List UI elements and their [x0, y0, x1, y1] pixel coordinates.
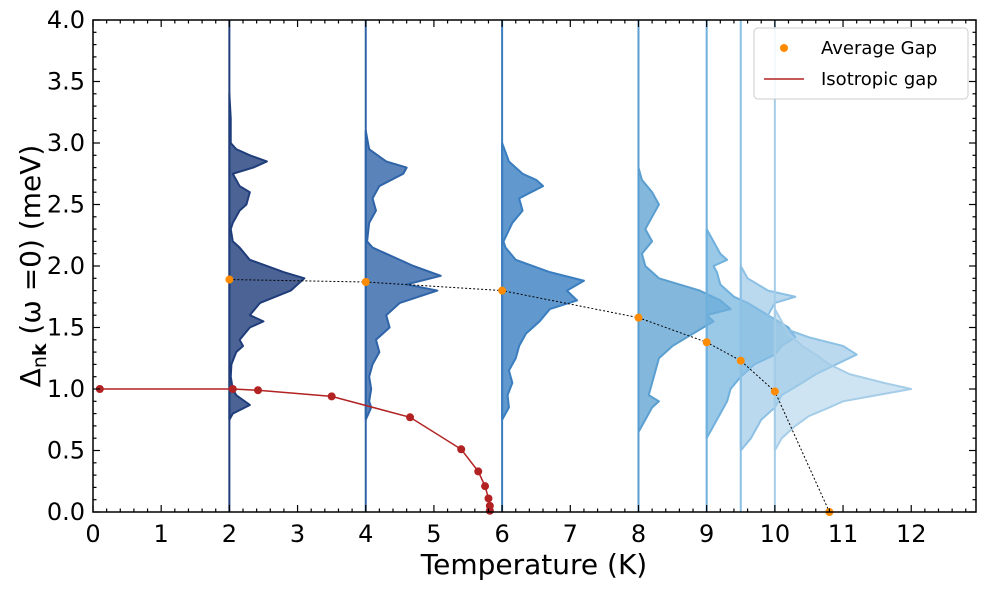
isotropic-gap-point [481, 482, 490, 491]
x-tick-label: 1 [154, 520, 169, 548]
average-gap-point [770, 387, 779, 396]
x-tick-label: 3 [290, 520, 305, 548]
isotropic-gap-point [484, 494, 493, 503]
y-tick-label: 1.0 [47, 375, 85, 403]
average-gap-point [225, 275, 234, 284]
legend: Average Gap Isotropic gap [753, 27, 969, 100]
x-tick-label: 0 [85, 520, 100, 548]
isotropic-gap-point [474, 467, 483, 476]
x-tick-label: 2 [222, 520, 237, 548]
isotropic-gap-point [254, 386, 263, 395]
average-gap-point [498, 286, 507, 295]
isotropic-gap-point [406, 413, 415, 422]
y-tick-labels: 0.0 0.5 1.0 1.5 2.0 2.5 3.0 3.5 4.0 [47, 6, 85, 526]
y-axis-label-rest: (ω =0) (meV) [14, 145, 47, 344]
x-axis-label: Temperature (K) [420, 548, 647, 581]
y-tick-label: 4.0 [47, 6, 85, 34]
y-axis-label-sub-k: k [29, 343, 51, 356]
y-axis-label-sub-n: n [29, 356, 51, 368]
x-tick-label: 4 [358, 520, 373, 548]
isotropic-gap-point [457, 445, 466, 454]
average-gap-point [736, 356, 745, 365]
legend-label-isotropic-gap: Isotropic gap [821, 69, 938, 90]
gap-distribution-T6 [501, 142, 585, 421]
x-tick-label: 9 [699, 520, 714, 548]
gap-distributions [228, 20, 913, 512]
legend-marker-average-gap [780, 44, 788, 52]
isotropic-gap-point [228, 385, 237, 393]
x-tick-label: 6 [494, 520, 509, 548]
gap-distribution-T2 [228, 92, 306, 421]
x-tick-labels: 0 1 2 3 4 5 6 7 8 9 10 11 12 [85, 520, 926, 548]
isotropic-gap-series [95, 385, 494, 515]
average-gap-series [225, 275, 834, 516]
y-tick-label: 0.5 [47, 437, 85, 465]
x-tick-label: 10 [760, 520, 791, 548]
isotropic-gap-point [485, 506, 494, 515]
gap-distribution-T4 [364, 129, 442, 421]
y-tick-label: 0.0 [47, 498, 85, 526]
y-tick-label: 3.5 [47, 68, 85, 96]
y-tick-label: 1.5 [47, 314, 85, 342]
x-tick-label: 5 [426, 520, 441, 548]
average-gap-point [361, 277, 370, 286]
isotropic-gap-line [99, 388, 491, 511]
axis-ticks [92, 19, 976, 513]
average-gap-point [634, 313, 643, 322]
x-tick-label: 11 [828, 520, 859, 548]
y-tick-label: 3.0 [47, 129, 85, 157]
y-axis-label: Δnk (ω =0) (meV) [14, 145, 51, 388]
x-tick-label: 12 [896, 520, 927, 548]
isotropic-gap-point [327, 392, 336, 401]
legend-label-average-gap: Average Gap [821, 38, 937, 59]
legend-box [753, 27, 969, 100]
average-gap-line [229, 279, 830, 513]
gap-distribution-T10 [773, 308, 913, 452]
y-tick-label: 2.5 [47, 191, 85, 219]
x-tick-label: 7 [563, 520, 578, 548]
y-axis-label-delta: Δ [14, 368, 47, 387]
x-tick-label: 8 [631, 520, 646, 548]
y-tick-label: 2.0 [47, 252, 85, 280]
average-gap-point [702, 338, 711, 347]
